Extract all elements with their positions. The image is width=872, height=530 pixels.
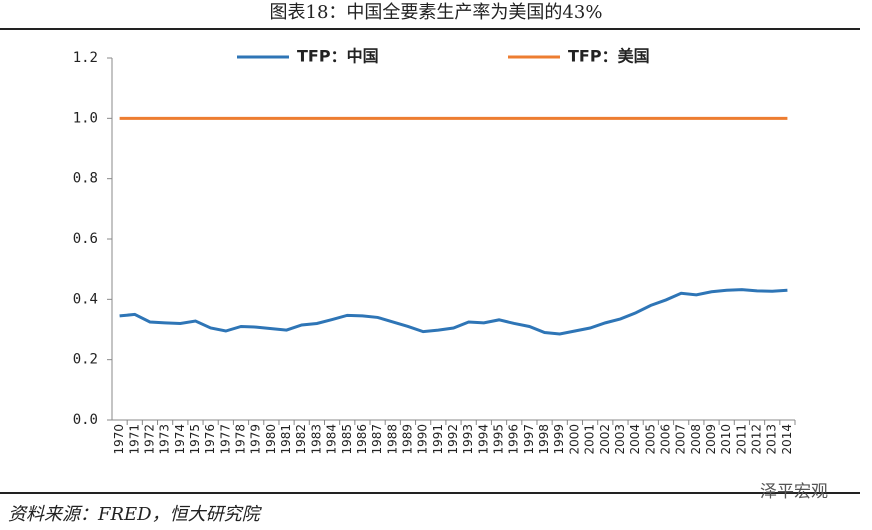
x-tick-label: 1984	[325, 424, 339, 455]
x-tick-label: 1998	[537, 424, 551, 455]
x-tick-label: 1976	[203, 424, 217, 455]
x-tick-label: 1995	[492, 424, 506, 455]
y-tick-label: 1.2	[73, 50, 98, 66]
x-tick-label: 2011	[734, 424, 748, 455]
y-tick-label: 0.8	[73, 171, 98, 187]
x-tick-label: 1980	[264, 424, 278, 455]
x-tick-label: 2001	[583, 424, 597, 455]
legend-label: TFP：美国	[568, 47, 650, 66]
x-tick-label: 2014	[780, 424, 794, 455]
x-tick-label: 1983	[309, 424, 323, 455]
x-tick-label: 1977	[218, 424, 232, 455]
x-tick-label: 1991	[431, 424, 445, 455]
source-note: 资料来源：FRED，恒大研究院	[8, 504, 263, 525]
x-tick-label: 1982	[294, 424, 308, 455]
x-tick-label: 1971	[127, 424, 141, 455]
x-tick-label: 2010	[719, 424, 733, 455]
x-tick-label: 1996	[507, 424, 521, 455]
x-tick-label: 2005	[643, 424, 657, 455]
x-tick-label: 1970	[112, 424, 126, 455]
x-tick-label: 1986	[355, 424, 369, 455]
x-tick-label: 1994	[476, 424, 490, 455]
x-tick-label: 2000	[567, 424, 581, 455]
x-tick-label: 1973	[158, 424, 172, 455]
x-tick-label: 2003	[613, 424, 627, 455]
x-tick-label: 1981	[279, 424, 293, 455]
x-tick-label: 2004	[628, 424, 642, 455]
x-tick-label: 1992	[446, 424, 460, 455]
watermark: 泽平宏观	[760, 482, 828, 502]
x-tick-label: 1989	[400, 424, 414, 455]
x-tick-label: 1974	[173, 424, 187, 455]
x-tick-label: 1990	[416, 424, 430, 455]
x-tick-label: 2009	[704, 424, 718, 455]
x-tick-label: 1987	[370, 424, 384, 455]
x-tick-label: 1988	[385, 424, 399, 455]
x-tick-label: 1972	[142, 424, 156, 455]
x-tick-label: 2008	[689, 424, 703, 455]
x-tick-label: 1997	[522, 424, 536, 455]
x-tick-label: 1985	[340, 424, 354, 455]
x-tick-label: 1979	[249, 424, 263, 455]
y-tick-label: 0.2	[73, 352, 98, 368]
y-tick-label: 1.0	[73, 110, 98, 126]
x-tick-label: 1993	[461, 424, 475, 455]
legend-label: TFP：中国	[297, 47, 379, 66]
x-tick-label: 2012	[750, 424, 764, 455]
y-tick-label: 0.0	[73, 412, 98, 428]
y-tick-label: 0.6	[73, 231, 98, 247]
x-tick-label: 2007	[674, 424, 688, 455]
x-tick-label: 1975	[188, 424, 202, 455]
x-tick-label: 2002	[598, 424, 612, 455]
x-tick-label: 2013	[765, 424, 779, 455]
y-tick-label: 0.4	[73, 291, 98, 307]
series-line	[119, 288, 788, 336]
x-tick-label: 1978	[234, 424, 248, 455]
chart-title: 图表18：中国全要素生产率为美国的43%	[270, 2, 603, 23]
x-tick-label: 2006	[658, 424, 672, 455]
x-tick-label: 1999	[552, 424, 566, 455]
